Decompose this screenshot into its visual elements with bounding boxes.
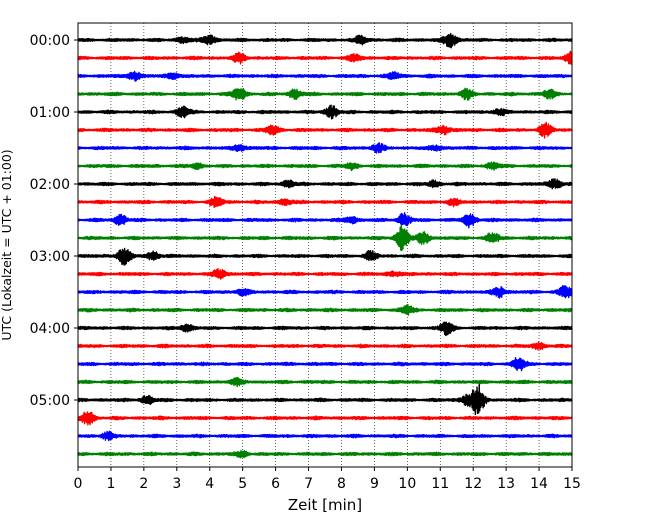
trace-line — [77, 224, 573, 252]
trace-line — [77, 341, 573, 351]
x-tick-label: 13 — [497, 476, 515, 492]
y-axis-label: UTC (Lokalzeit = UTC + 01:00) — [0, 149, 14, 340]
trace-lines — [77, 32, 573, 459]
x-tick-label: 1 — [106, 476, 115, 492]
plot-frame — [77, 22, 573, 468]
x-tick-label: 5 — [238, 476, 247, 492]
trace-line — [77, 376, 573, 388]
y-tick-label: 02:00 — [30, 177, 70, 193]
x-tick-label: 10 — [398, 476, 416, 492]
x-tick-label: 9 — [370, 476, 379, 492]
y-tick-label: 05:00 — [30, 393, 70, 409]
trace-line — [77, 161, 573, 172]
trace-line — [77, 142, 573, 154]
x-tick-label: 14 — [530, 476, 548, 492]
x-tick-label: 2 — [139, 476, 148, 492]
trace-line — [77, 212, 573, 229]
trace-line — [77, 247, 573, 266]
trace-line — [77, 411, 573, 426]
trace-line — [77, 87, 573, 101]
y-axis-ticks: 00:00 01:00 02:00 03:00 04:00 05:00 — [30, 33, 78, 409]
y-tick-label: 00:00 — [30, 33, 70, 49]
trace-line — [77, 430, 573, 442]
trace-line — [77, 70, 573, 82]
trace-line — [77, 267, 573, 280]
trace-line — [77, 356, 573, 372]
trace-line — [77, 104, 573, 120]
x-tick-label: 11 — [431, 476, 449, 492]
trace-line — [77, 195, 573, 209]
y-tick-label: 04:00 — [30, 321, 70, 337]
plot-area — [78, 23, 572, 467]
trace-line — [77, 321, 573, 337]
x-tick-label: 0 — [74, 476, 83, 492]
x-tick-label: 12 — [464, 476, 482, 492]
x-axis-label: Zeit [min] — [288, 496, 362, 514]
y-tick-label: 03:00 — [30, 249, 70, 265]
trace-line — [77, 178, 573, 190]
trace-line — [77, 32, 573, 49]
trace-line — [77, 383, 573, 416]
x-tick-label: 7 — [304, 476, 313, 492]
trace-line — [77, 121, 573, 139]
trace-line — [77, 50, 573, 65]
x-tick-label: 15 — [563, 476, 581, 492]
x-grid-lines — [110, 23, 540, 467]
trace-line — [77, 449, 573, 459]
x-tick-label: 4 — [205, 476, 214, 492]
x-tick-label: 3 — [172, 476, 181, 492]
trace-line — [77, 285, 573, 299]
y-tick-label: 01:00 — [30, 105, 70, 121]
x-tick-label: 6 — [271, 476, 280, 492]
x-axis-ticks: 0 1 2 3 4 5 6 7 8 9 10 11 12 13 14 15 — [74, 467, 581, 492]
trace-line — [77, 303, 573, 316]
x-tick-label: 8 — [337, 476, 346, 492]
